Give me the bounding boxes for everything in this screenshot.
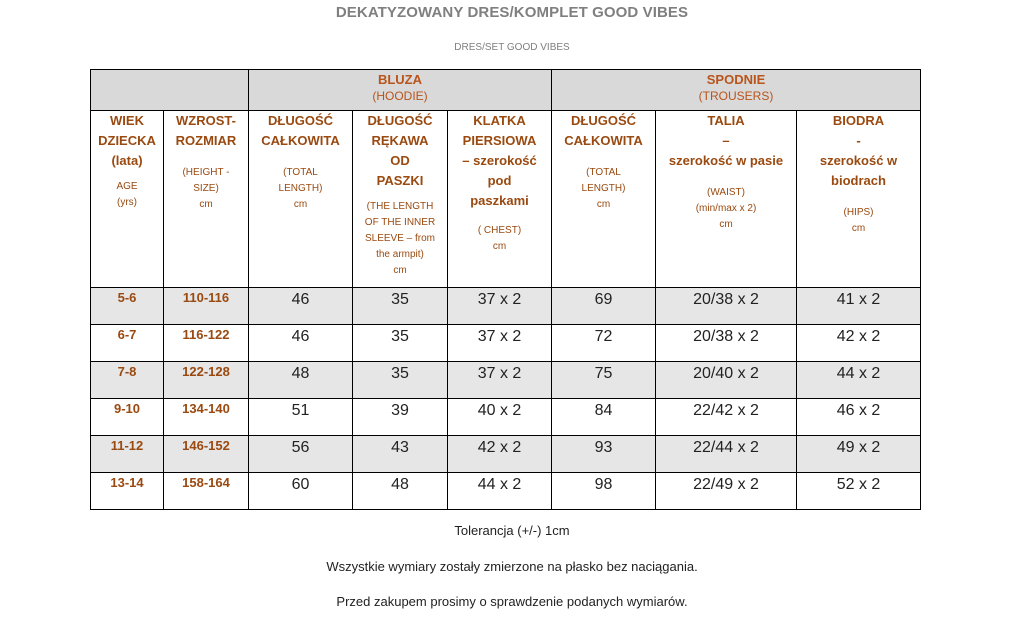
cell-sleeve: 43 [352, 435, 448, 473]
group-header-row: BLUZA (HOODIE) SPODNIE (TROUSERS) [90, 69, 922, 111]
header-hoodie-length-main: DŁUGOŚĆ CAŁKOWITA [261, 113, 340, 148]
cell-hoodie-length: 46 [248, 287, 353, 325]
cell-age: 5-6 [90, 287, 164, 325]
cell-hoodie-length: 46 [248, 324, 353, 362]
flat-measure-note: Wszystkie wymiary zostały zmierzone na p… [326, 559, 698, 574]
cell-chest: 37 x 2 [447, 324, 552, 362]
header-sleeve-main: DŁUGOŚĆ RĘKAWA OD PASZKI [367, 113, 433, 188]
cell-trousers-length: 84 [551, 398, 656, 436]
page-title: DEKATYZOWANY DRES/KOMPLET GOOD VIBES [335, 4, 689, 21]
cell-sleeve: 39 [352, 398, 448, 436]
table-row: 7-8 122-128 48 35 37 x 2 75 20/40 x 2 44… [90, 361, 922, 399]
cell-chest: 42 x 2 [447, 435, 552, 473]
check-size-note: Przed zakupem prosimy o sprawdzenie poda… [336, 594, 688, 609]
group-trousers-en: (TROUSERS) [698, 89, 774, 103]
cell-size: 134-140 [163, 398, 249, 436]
header-hips-main: BIODRA - szerokość w biodrach [819, 113, 898, 188]
header-hoodie-length: DŁUGOŚĆ CAŁKOWITA (TOTAL LENGTH) cm [248, 110, 353, 288]
header-waist-main: TALIA – szerokość w pasie [668, 113, 784, 168]
header-age-sub: AGE (yrs) [116, 181, 138, 208]
cell-waist: 22/44 x 2 [655, 435, 797, 473]
header-waist-sub: (WAIST) (min/max x 2) cm [695, 187, 757, 230]
cell-age: 7-8 [90, 361, 164, 399]
cell-waist: 22/42 x 2 [655, 398, 797, 436]
cell-age: 9-10 [90, 398, 164, 436]
cell-hoodie-length: 56 [248, 435, 353, 473]
header-size-sub: (HEIGHT - SIZE) cm [182, 167, 230, 210]
header-size: WZROST- ROZMIAR (HEIGHT - SIZE) cm [163, 110, 249, 288]
header-age: WIEK DZIECKA (lata) AGE (yrs) [90, 110, 164, 288]
cell-waist: 22/49 x 2 [655, 472, 797, 510]
cell-size: 158-164 [163, 472, 249, 510]
page-subtitle: DRES/SET GOOD VIBES [454, 42, 570, 53]
header-hoodie-length-sub: (TOTAL LENGTH) cm [278, 167, 323, 210]
header-chest-main: KLATKA PIERSIOWA – szerokość pod paszkam… [462, 113, 537, 208]
header-chest: KLATKA PIERSIOWA – szerokość pod paszkam… [447, 110, 552, 288]
group-trousers-name: SPODNIE [706, 72, 766, 87]
cell-hips: 41 x 2 [795, 287, 922, 325]
cell-waist: 20/40 x 2 [655, 361, 797, 399]
group-header-empty [90, 69, 249, 111]
table-row: 13-14 158-164 60 48 44 x 2 98 22/49 x 2 … [90, 472, 922, 510]
cell-hips: 52 x 2 [795, 472, 922, 510]
table-row: 11-12 146-152 56 43 42 x 2 93 22/44 x 2 … [90, 435, 922, 473]
cell-sleeve: 48 [352, 472, 448, 510]
header-trousers-length-main: DŁUGOŚĆ CAŁKOWITA [564, 113, 643, 148]
cell-trousers-length: 98 [551, 472, 656, 510]
cell-hips: 46 x 2 [795, 398, 922, 436]
cell-hoodie-length: 60 [248, 472, 353, 510]
header-waist: TALIA – szerokość w pasie (WAIST) (min/m… [655, 110, 797, 288]
cell-hips: 44 x 2 [795, 361, 922, 399]
cell-age: 6-7 [90, 324, 164, 362]
cell-sleeve: 35 [352, 287, 448, 325]
size-chart-table: BLUZA (HOODIE) SPODNIE (TROUSERS) WIEK D… [90, 69, 922, 510]
header-trousers-length: DŁUGOŚĆ CAŁKOWITA (TOTAL LENGTH) cm [551, 110, 656, 288]
header-sleeve-sub: (THE LENGTH OF THE INNER SLEEVE – from t… [364, 201, 436, 276]
header-size-main: WZROST- ROZMIAR [175, 113, 237, 148]
cell-chest: 37 x 2 [447, 287, 552, 325]
cell-sleeve: 35 [352, 361, 448, 399]
cell-trousers-length: 72 [551, 324, 656, 362]
cell-chest: 37 x 2 [447, 361, 552, 399]
header-sleeve: DŁUGOŚĆ RĘKAWA OD PASZKI (THE LENGTH OF … [352, 110, 448, 288]
cell-trousers-length: 75 [551, 361, 656, 399]
cell-age: 13-14 [90, 472, 164, 510]
cell-sleeve: 35 [352, 324, 448, 362]
header-hips: BIODRA - szerokość w biodrach (HIPS) cm [795, 110, 922, 288]
table-row: 6-7 116-122 46 35 37 x 2 72 20/38 x 2 42… [90, 324, 922, 362]
header-age-main: WIEK DZIECKA (lata) [98, 113, 156, 168]
cell-waist: 20/38 x 2 [655, 287, 797, 325]
cell-hips: 49 x 2 [795, 435, 922, 473]
cell-waist: 20/38 x 2 [655, 324, 797, 362]
header-trousers-length-sub: (TOTAL LENGTH) cm [581, 167, 626, 210]
header-chest-sub: ( CHEST) cm [477, 225, 522, 252]
cell-size: 110-116 [163, 287, 249, 325]
cell-hoodie-length: 48 [248, 361, 353, 399]
cell-trousers-length: 93 [551, 435, 656, 473]
cell-chest: 44 x 2 [447, 472, 552, 510]
group-header-hoodie: BLUZA (HOODIE) [248, 69, 552, 111]
table-row: 5-6 110-116 46 35 37 x 2 69 20/38 x 2 41… [90, 287, 922, 325]
cell-age: 11-12 [90, 435, 164, 473]
cell-hoodie-length: 51 [248, 398, 353, 436]
cell-size: 122-128 [163, 361, 249, 399]
cell-hips: 42 x 2 [795, 324, 922, 362]
group-header-trousers: SPODNIE (TROUSERS) [550, 69, 922, 111]
cell-size: 146-152 [163, 435, 249, 473]
group-hoodie-name: BLUZA [377, 72, 423, 87]
column-header-row: WIEK DZIECKA (lata) AGE (yrs) WZROST- RO… [90, 110, 922, 288]
cell-chest: 40 x 2 [447, 398, 552, 436]
cell-size: 116-122 [163, 324, 249, 362]
header-hips-sub: (HIPS) cm [843, 207, 874, 234]
table-row: 9-10 134-140 51 39 40 x 2 84 22/42 x 2 4… [90, 398, 922, 436]
cell-trousers-length: 69 [551, 287, 656, 325]
group-hoodie-en: (HOODIE) [372, 89, 428, 103]
tolerance-note: Tolerancja (+/-) 1cm [454, 523, 570, 538]
